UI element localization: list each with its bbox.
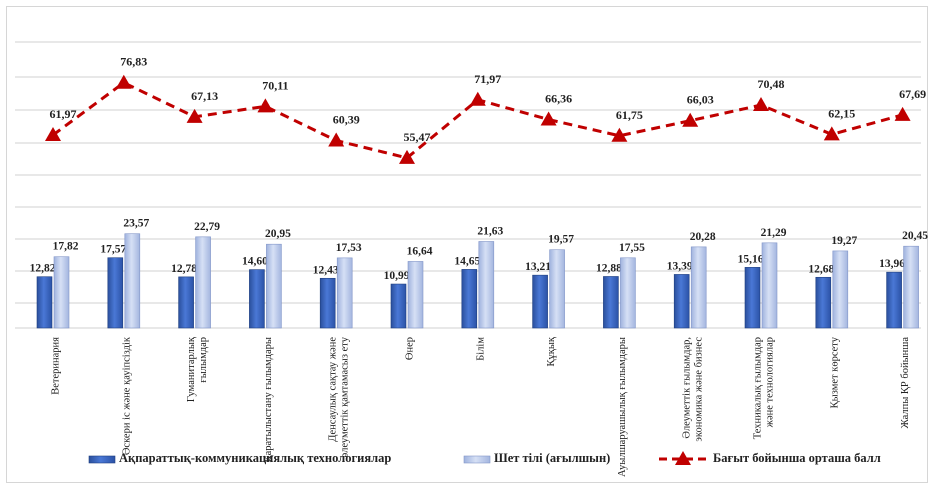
category-label: Техникалық ғылымдаржәне технологиялар [753,337,776,439]
bar-ict [815,276,832,329]
bar-ict [603,276,619,329]
legend-english-label: Шет тілі (ағылшын) [494,451,610,465]
bar-english [620,257,636,329]
bar-english [124,233,141,329]
bar-english-label: 21,29 [761,227,787,239]
bar-ict-label: 12,68 [808,263,834,275]
bar-english-label: 20,28 [690,231,716,243]
bar-english-label: 16,64 [407,245,433,257]
bar-ict-label: 13,39 [667,260,693,272]
bar-english [53,256,70,329]
bar-ict-label: 17,57 [100,244,126,256]
average-score-marker [611,127,628,142]
average-score-label: 62,15 [828,106,855,120]
bar-ict [886,271,902,329]
average-score-label: 61,75 [616,108,643,122]
bar-english-label: 20,45 [902,230,928,242]
bar-english-label: 17,53 [336,242,362,254]
average-score-label: 67,13 [191,89,218,103]
average-score-label: 66,36 [545,92,572,106]
average-score-marker [328,132,345,147]
chart: 12,82 17,82 17,57 23,57 12,78 22,79 14,60 20,95… [15,41,928,477]
legend-ict-swatch [88,455,116,464]
bar-ict [390,283,407,329]
average-score-label: 66,03 [687,93,714,107]
average-score-marker [399,149,415,164]
average-score-marker [186,108,203,123]
bar-english-label: 20,95 [265,228,291,240]
bar-ict-label: 13,96 [879,258,905,270]
legend-average-label: Бағыт бойынша орташа балл [713,451,881,465]
average-score-label: 61,97 [50,107,77,121]
bar-ict-label: 12,88 [596,262,622,274]
category-label: Әскери іс және қауіпсіздік [121,336,132,455]
bar-english [407,261,424,329]
bar-english-label: 17,82 [53,241,79,253]
average-score-marker [469,91,486,106]
bar-ict [319,277,336,329]
category-label: Ветеринария [51,337,62,395]
bar-ict-label: 14,60 [242,256,268,268]
bar-english-label: 21,63 [477,225,503,237]
average-score-label: 55,47 [404,130,431,144]
bar-ict [673,274,690,329]
bar-ict [461,269,478,329]
bar-english [336,257,353,329]
average-score-marker [753,97,769,112]
average-score-marker [115,74,132,89]
average-score-label: 67,69 [899,87,926,101]
bar-ict-label: 12,82 [30,263,56,275]
legend-average-marker [675,451,691,465]
average-score-label: 76,83 [120,55,147,69]
category-label: Денсаулық сақтау жәнеәлеуметтік қамтамас… [328,336,351,457]
average-score-label: 60,39 [333,113,360,127]
bar-english-label: 17,55 [619,242,645,254]
average-score-label: 71,97 [474,72,501,86]
bar-english [903,245,919,329]
category-label: Гуманитарлықғылымдар [186,336,209,402]
category-label: Қызмет көрсету [829,336,840,408]
bar-english [195,236,211,329]
average-score-marker [894,106,911,121]
average-score-label: 70,48 [758,77,785,91]
category-label: Білім [475,337,486,361]
bar-ict-label: 13,21 [525,261,551,273]
bar-english [690,246,707,329]
legend-english-swatch [463,455,491,464]
bar-ict [249,269,265,329]
chart-frame: 12,82 17,82 17,57 23,57 12,78 22,79 14,60 20,95… [6,6,928,483]
bar-ict-label: 15,16 [738,253,764,265]
bar-ict-label: 12,78 [171,263,197,275]
bar-english [549,249,565,329]
bar-english-label: 22,79 [194,221,220,233]
average-score-marker [257,98,274,113]
bar-english [478,241,495,329]
bar-ict-label: 10,99 [384,270,410,282]
legend-ict-label: Ақпараттық-коммуникациялық технологиялар [119,451,391,465]
category-label: Жалпы ҚР бойынша [900,337,911,429]
category-label: Құқық [546,336,557,366]
bar-english [761,242,778,329]
bar-english [832,250,849,329]
category-label: Қаратылыстану ғылымдары [263,337,274,462]
category-label: Ауылшаруашылық ғылымдары [617,337,628,477]
average-score-marker [45,127,61,141]
bar-english-label: 19,57 [548,234,574,246]
bar-english-label: 19,27 [831,235,857,247]
average-score-marker [682,112,699,127]
bar-ict [178,276,194,329]
category-label: Өнер [405,337,416,360]
average-score-label: 70,11 [262,78,288,92]
bar-english [266,243,282,329]
bar-ict [36,276,53,329]
average-score-marker [540,111,557,126]
bar-english-label: 23,57 [123,218,149,230]
bar-ict [107,257,124,329]
category-label: Әлеуметтік ғылымдар,экономика және бизне… [682,337,705,442]
bar-ict-label: 14,65 [454,255,480,267]
bar-ict-label: 12,43 [313,264,339,276]
average-score-marker [823,126,840,141]
bar-ict [532,274,548,329]
bar-ict [744,267,761,329]
